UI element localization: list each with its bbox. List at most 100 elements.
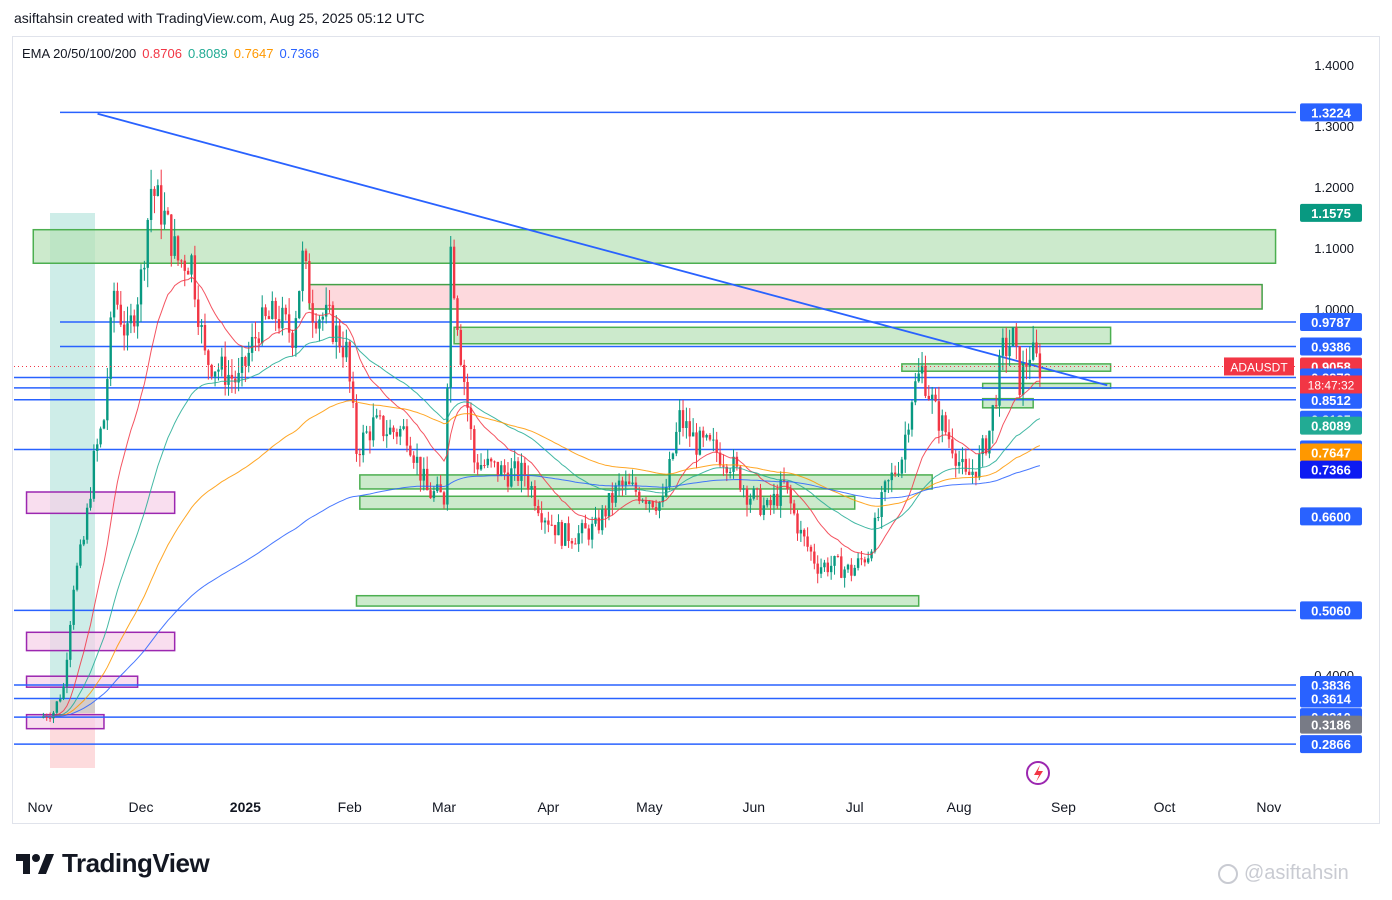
- candle-body: [910, 402, 914, 430]
- candle-body: [584, 523, 587, 529]
- candle-body: [671, 453, 675, 459]
- candle-body: [951, 439, 954, 454]
- candle-body: [766, 499, 769, 506]
- candle-body: [358, 453, 362, 456]
- candle-body: [220, 356, 223, 370]
- price-label-text: 0.3186: [1311, 718, 1351, 733]
- price-label-text: 0.6600: [1311, 509, 1351, 524]
- candle-body: [399, 428, 402, 437]
- candle-body: [146, 219, 149, 268]
- symbol-tag-text: ADAUSDT: [1230, 360, 1288, 374]
- candle-body: [914, 381, 917, 403]
- candle-body: [112, 290, 116, 318]
- candle-body: [210, 364, 213, 377]
- candle-body: [372, 417, 375, 441]
- candle-body: [85, 507, 89, 540]
- candle-body: [833, 556, 836, 566]
- candle-body: [392, 427, 395, 433]
- candle-body: [1018, 346, 1021, 395]
- price-label-text: 0.7366: [1311, 463, 1351, 478]
- price-chart[interactable]: 1.40001.30001.20001.10001.00000.40001.32…: [0, 0, 1392, 830]
- time-tick-label: Aug: [947, 799, 972, 815]
- candle-body: [335, 325, 338, 342]
- price-label-1.1575: 1.1575: [1300, 203, 1362, 222]
- price-label-0.2866: 0.2866: [1300, 735, 1362, 754]
- candle-body: [850, 564, 853, 576]
- candle-body: [153, 188, 156, 196]
- ema-50-value: 0.8089: [187, 46, 228, 61]
- candle-body: [119, 304, 122, 325]
- candle-body: [762, 505, 766, 515]
- candle-body: [577, 533, 580, 545]
- candle-body: [836, 556, 840, 558]
- candle-body: [978, 454, 981, 478]
- candle-body: [806, 536, 809, 547]
- candle-body: [483, 465, 486, 467]
- candle-body: [126, 323, 129, 336]
- candle-body: [607, 493, 611, 517]
- price-label-0.5060: 0.5060: [1300, 601, 1362, 620]
- candle-body: [89, 498, 92, 508]
- candle-body: [863, 559, 867, 563]
- price-label-text: 0.8089: [1311, 419, 1351, 434]
- candle-body: [725, 466, 728, 473]
- ema-100-line: [43, 400, 1041, 717]
- candle-body: [469, 407, 473, 430]
- candle-body: [897, 473, 900, 475]
- price-tick-label: 1.4000: [1314, 58, 1354, 73]
- candle-body: [954, 453, 957, 466]
- chart-header: asiftahsin created with TradingView.com,…: [14, 10, 425, 26]
- ema-legend-label: EMA 20/50/100/200: [22, 46, 137, 61]
- zone-green-6: [359, 474, 933, 490]
- price-label-bg: [1300, 390, 1362, 409]
- candle-body: [314, 322, 318, 329]
- ema-legend[interactable]: EMA 20/50/100/200 0.8706 0.8089 0.7647 0…: [22, 46, 319, 61]
- price-label-text: 0.9386: [1311, 339, 1351, 354]
- candle-body: [799, 529, 803, 534]
- price-label-bg: [1300, 735, 1362, 754]
- candle-body: [72, 589, 75, 625]
- candle-body: [48, 717, 52, 719]
- candle-body: [776, 493, 779, 506]
- candle-body: [463, 364, 466, 382]
- price-label-1.3224: 1.3224: [1300, 103, 1362, 122]
- candle-body: [415, 456, 419, 463]
- candle-body: [324, 304, 328, 317]
- candle-body: [345, 341, 348, 358]
- tradingview-brand[interactable]: TradingView: [16, 848, 210, 879]
- candle-body: [853, 567, 856, 576]
- zone-green-5: [981, 397, 1034, 409]
- candle-body: [624, 481, 627, 486]
- candle-body: [348, 341, 351, 382]
- chart-frame[interactable]: [12, 36, 1380, 824]
- candle-body: [540, 513, 543, 523]
- candle-body: [250, 336, 254, 353]
- candle-body: [223, 356, 227, 385]
- candle-body: [318, 319, 321, 329]
- candle-body: [893, 472, 897, 475]
- downtrend-line: [97, 112, 1108, 387]
- candle-body: [513, 461, 516, 469]
- candle-body: [560, 522, 564, 546]
- zone-pink-1: [308, 283, 1263, 310]
- price-label-text: 0.3836: [1311, 678, 1351, 693]
- candle-body: [651, 501, 654, 508]
- candle-body: [873, 517, 877, 552]
- price-label-bg: [1300, 416, 1362, 435]
- candle-body: [375, 415, 378, 418]
- candle-body: [321, 316, 324, 320]
- candle-body: [247, 352, 250, 366]
- candle-body: [759, 489, 762, 515]
- candle-body: [786, 481, 789, 490]
- candle-body: [341, 347, 345, 358]
- price-tick-label: 1.1000: [1314, 241, 1354, 256]
- candle-body: [587, 528, 590, 540]
- price-label-text: 0.5060: [1311, 603, 1351, 618]
- candle-body: [846, 564, 850, 570]
- candle-body: [432, 491, 436, 499]
- candle-body: [163, 210, 166, 225]
- candle-body: [688, 421, 691, 437]
- candle-body: [1008, 346, 1011, 357]
- price-label-bg: [1300, 676, 1362, 695]
- price-label-text: 1.3224: [1311, 105, 1352, 120]
